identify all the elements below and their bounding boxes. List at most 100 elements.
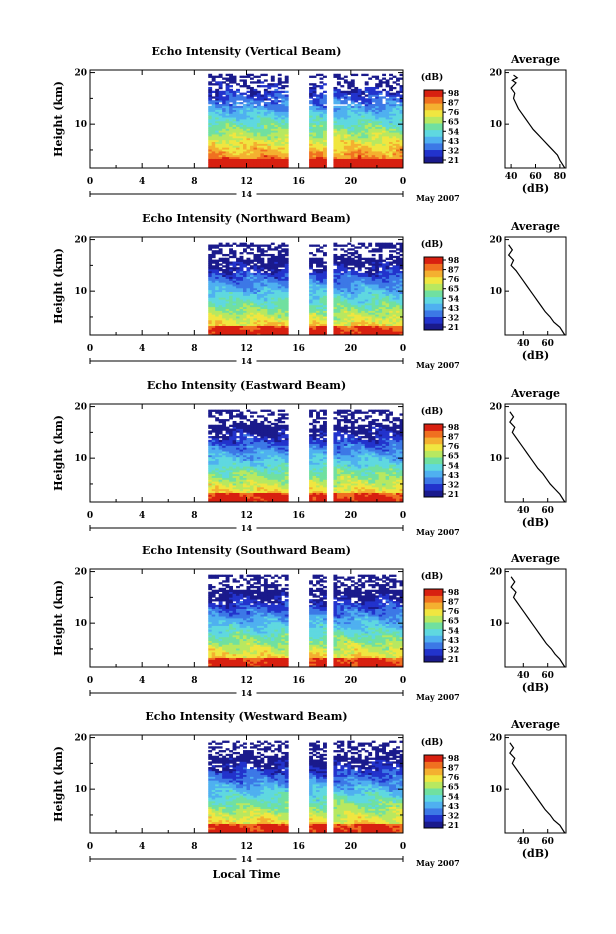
heatmap-cell [323,76,327,78]
heatmap-cell [260,248,264,250]
heatmap-cell [222,81,226,83]
heatmap-cell [365,74,369,76]
heatmap-cell [389,93,393,95]
heatmap-cell [243,79,247,81]
average-x-label: (dB) [522,182,549,195]
heatmap-cell [278,100,282,102]
heatmap-cell [358,254,362,256]
heatmap-cell [219,104,223,106]
heatmap-cell [253,81,257,83]
heatmap-cell [361,74,365,76]
heatmap-cell [267,102,271,104]
heatmap-cell [222,254,226,256]
heatmap-cell [271,254,275,256]
heatmap-cell [264,254,268,256]
heatmap-cell [243,271,247,273]
heatmap-cell [257,245,261,247]
heatmap-cell [368,78,372,80]
heatmap-cell [208,74,212,76]
heatmap-cell [347,81,351,83]
heatmap-cell [274,89,278,91]
x-tick-label: 20 [345,177,358,187]
heatmap-cell [382,263,386,265]
heatmap-cell [271,100,275,102]
heatmap-cell [340,273,344,275]
heatmap-cell [267,91,271,93]
heatmap-cell [250,81,254,83]
heatmap-cell [243,434,247,436]
heatmap-cell [309,100,313,102]
heatmap-cell [229,248,233,250]
colorbar-tick-label: 54 [448,126,460,136]
heatmap-cell [229,245,233,247]
panel-title: Echo Intensity (Vertical Beam) [151,45,341,58]
day-label: 14 [241,189,253,199]
heatmap-cell [222,258,226,260]
heatmap-cell [240,421,244,423]
x-tick-label: 16 [292,177,305,187]
heatmap-cell [337,256,341,258]
heatmap-cell [243,76,247,78]
heatmap-cell [229,74,233,76]
heatmap-cell [323,262,327,264]
heatmap-cell [323,106,327,108]
heatmap-cell [243,96,247,98]
heatmap-cell [354,250,358,252]
heatmap-cell [250,265,254,267]
colorbar-tick-label: 76 [448,274,460,284]
heatmap-cell [396,256,400,258]
heatmap-cell [393,87,397,89]
y-tick-label: 10 [74,287,87,297]
colorbar-tick-label: 32 [448,312,459,322]
heatmap-cell [271,91,275,93]
heatmap-cell [281,248,285,250]
heatmap-cell [354,271,358,273]
heatmap-cell [375,91,379,93]
heatmap-cell [320,250,324,252]
heatmap-cell [260,106,264,108]
heatmap-cell [313,269,317,271]
average-profile-line [509,245,565,335]
heatmap-cell [351,79,355,81]
heatmap-cell [226,243,230,245]
heatmap-cell [389,267,393,269]
heatmap-cell [233,250,237,252]
heatmap-cell [226,78,230,80]
heatmap-cell [347,267,351,269]
heatmap-cell [212,260,216,262]
heatmap-cell [229,262,233,264]
average-title: Average [510,220,560,233]
heatmap-cell [323,91,327,93]
colorbar-tick-label: 43 [448,136,460,146]
heatmap-cell [219,248,223,250]
x-tick-label: 8 [191,177,197,187]
heatmap-cell [333,254,337,256]
colorbar-swatch [424,97,443,104]
heatmap-cell [257,438,261,440]
heatmap-cell [247,258,251,260]
heatmap-cell [264,85,268,87]
heatmap-cell [340,78,344,80]
heatmap-cell [219,263,223,265]
heatmap-cell [354,74,358,76]
panel-title: Echo Intensity (Eastward Beam) [147,379,346,392]
heatmap-cell [229,410,233,412]
heatmap-cell [309,252,313,254]
heatmap-cell [233,76,237,78]
colorbar-swatch [424,310,443,317]
colorbar-tick-label: 65 [448,284,459,294]
heatmap-cell [264,250,268,252]
heatmap-cell [320,93,324,95]
heatmap-cell [368,87,372,89]
heatmap-cell [240,252,244,254]
heatmap-cell [281,243,285,245]
colorbar-tick-label: 43 [448,303,460,313]
heatmap-cell [340,85,344,87]
heatmap-cell [236,102,240,104]
heatmap-cell [382,89,386,91]
heatmap-cell [323,245,327,247]
heatmap-cell [267,98,271,100]
colorbar-title: (dB) [421,72,443,83]
heatmap-cell [382,104,386,106]
heatmap-cell [389,262,393,264]
